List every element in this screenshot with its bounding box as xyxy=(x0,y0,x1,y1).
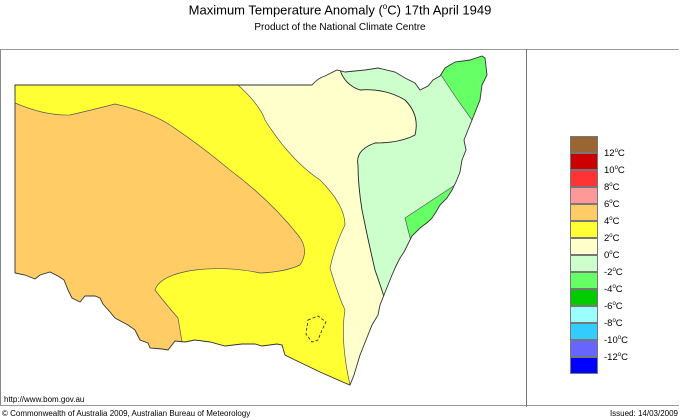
legend-swatch xyxy=(570,340,598,357)
legend-label: -6oC xyxy=(604,301,623,313)
legend-swatch xyxy=(570,272,598,289)
legend-label: 10oC xyxy=(604,165,625,177)
legend-swatch xyxy=(570,170,598,187)
legend-label: -8oC xyxy=(604,318,623,330)
legend-swatch xyxy=(570,238,598,255)
title-degree: o xyxy=(382,2,388,11)
state-border xyxy=(14,55,488,386)
legend-swatch xyxy=(570,136,598,153)
legend-label: 4oC xyxy=(604,216,620,228)
legend-label: 2oC xyxy=(604,233,620,245)
legend-swatch xyxy=(570,289,598,306)
legend-swatch xyxy=(570,306,598,323)
legend-label: 6oC xyxy=(604,199,620,211)
map-frame xyxy=(0,49,679,406)
legend-label: -2oC xyxy=(604,267,623,279)
legend-swatch xyxy=(570,204,598,221)
zone-4-to-6 xyxy=(15,99,305,361)
map-subtitle: Product of the National Climate Centre xyxy=(254,22,426,33)
legend-swatch xyxy=(570,357,598,374)
title-suffix: C) 17th April 1949 xyxy=(387,2,492,18)
legend-swatch xyxy=(570,153,598,170)
map-title: Maximum Temperature Anomaly (oC) 17th Ap… xyxy=(0,2,680,17)
legend-label: 8oC xyxy=(604,182,620,194)
legend-label: -12oC xyxy=(604,352,628,364)
legend-swatch xyxy=(570,221,598,238)
legend-label: -10oC xyxy=(604,335,628,347)
legend-swatch xyxy=(570,255,598,272)
legend-label: -4oC xyxy=(604,284,623,296)
legend-swatch xyxy=(570,323,598,340)
legend-swatch xyxy=(570,187,598,204)
legend-divider xyxy=(526,49,527,407)
legend-label: 0oC xyxy=(604,250,620,262)
act-border xyxy=(305,315,327,343)
title-prefix: Maximum Temperature Anomaly ( xyxy=(188,2,383,18)
copyright-notice: © Commonwealth of Australia 2009, Austra… xyxy=(2,409,251,418)
website-url: http://www.bom.gov.au xyxy=(4,395,85,404)
legend-label: 12oC xyxy=(604,148,625,160)
issued-date: Issued: 14/03/2009 xyxy=(609,409,678,418)
